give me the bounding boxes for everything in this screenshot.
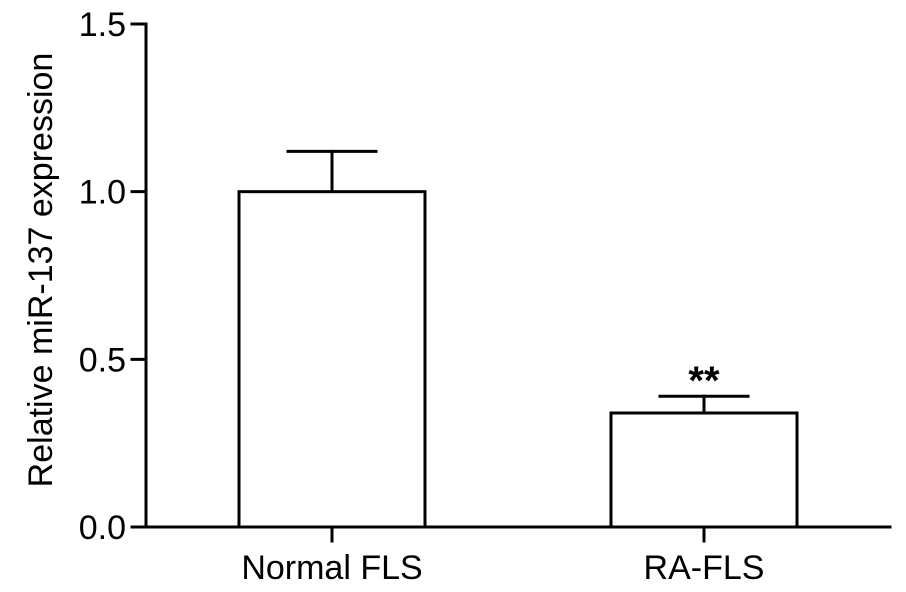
y-axis-title-group: Relative miR-137 expression <box>22 53 60 488</box>
y-axis-title: Relative miR-137 expression <box>22 53 60 488</box>
bar-ra-fls <box>609 411 799 529</box>
x-tick-label: RA-FLS <box>644 549 765 587</box>
x-tick-label: Normal FLS <box>241 549 422 587</box>
y-tick-label: 0.5 <box>79 341 126 379</box>
y-tick-label: 1.0 <box>79 174 126 212</box>
plot-area: 0.0 0.5 1.0 1.5 Normal FLS RA-FLS ** <box>79 6 892 587</box>
y-tick-label: 0.0 <box>79 509 126 547</box>
significance-label: ** <box>688 359 720 403</box>
y-tick-label: 1.5 <box>79 6 126 44</box>
bar-normal-fls <box>237 190 427 529</box>
